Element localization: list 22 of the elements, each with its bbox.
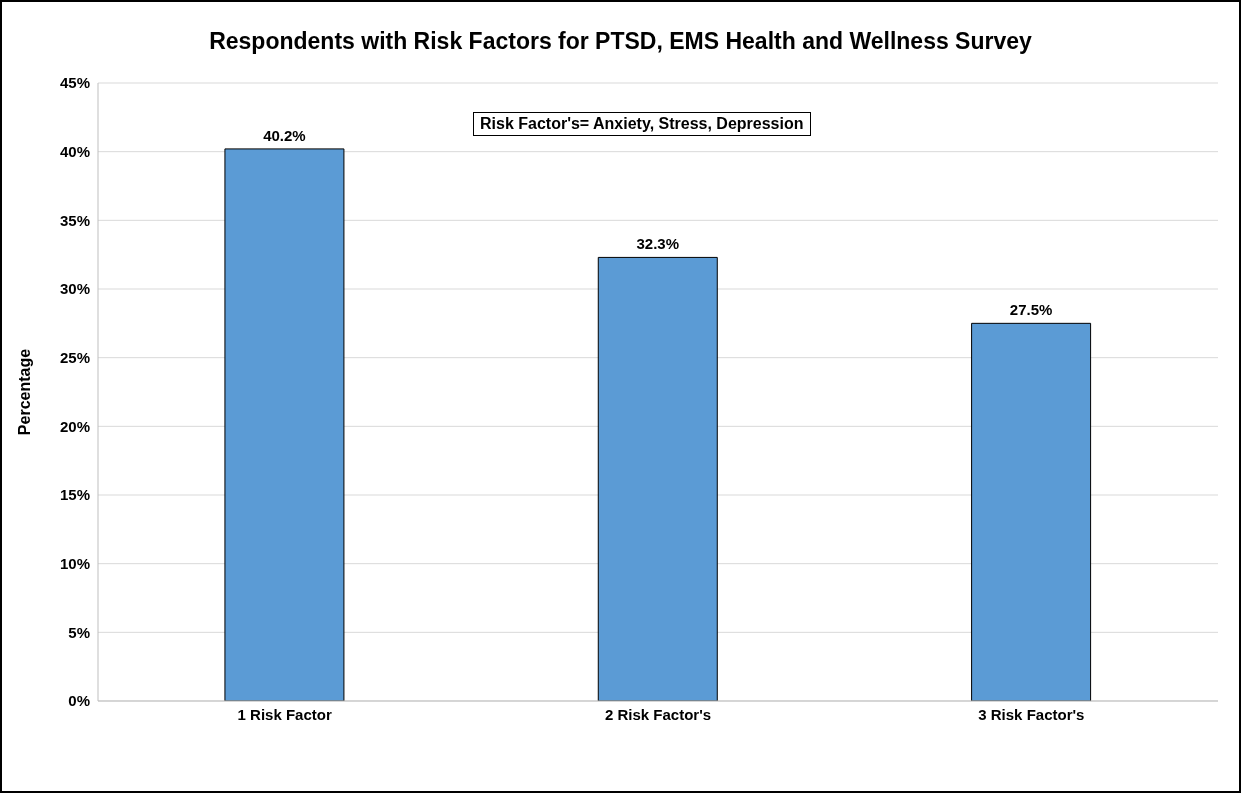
y-tick-label: 20%	[59, 417, 90, 435]
y-tick-label: 10%	[59, 554, 90, 572]
bar	[597, 256, 718, 701]
bar	[971, 322, 1092, 701]
y-tick-label: 5%	[68, 623, 90, 641]
x-tick-label: 3 Risk Factor's	[978, 705, 1085, 723]
y-tick-label: 30%	[59, 280, 90, 298]
annotation: Risk Factor's= Anxiety, Stress, Depression	[473, 112, 811, 136]
chart-title: Respondents with Risk Factors for PTSD, EMS Health and Wellness Survey	[208, 28, 1033, 55]
y-axis-title: Percentage	[15, 348, 33, 436]
y-tick-label: 35%	[59, 211, 90, 229]
bar	[224, 148, 345, 701]
data-label: 32.3%	[636, 235, 680, 253]
data-label: 40.2%	[263, 126, 306, 144]
data-label: 27.5%	[1009, 301, 1053, 319]
x-tick-label: 1 Risk Factor	[237, 705, 332, 723]
y-tick-label: 15%	[59, 486, 90, 504]
y-tick-label: 40%	[59, 142, 90, 160]
y-tick-label: 25%	[59, 348, 90, 366]
y-tick-label: 0%	[68, 692, 90, 710]
y-tick-label: 45%	[59, 74, 90, 92]
x-tick-label: 2 Risk Factor's	[604, 705, 712, 723]
